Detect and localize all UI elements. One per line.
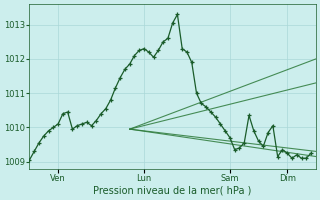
X-axis label: Pression niveau de la mer( hPa ): Pression niveau de la mer( hPa ) [93, 186, 252, 196]
